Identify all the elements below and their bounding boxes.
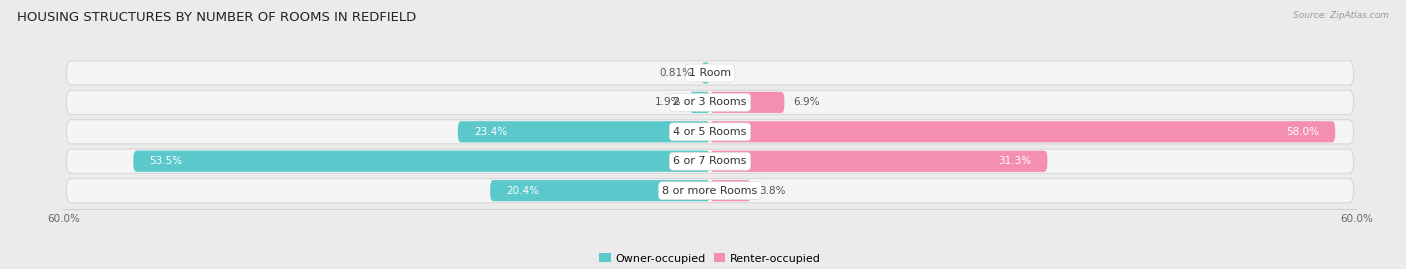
Text: 1 Room: 1 Room	[689, 68, 731, 78]
Text: 6 or 7 Rooms: 6 or 7 Rooms	[673, 156, 747, 166]
Text: 58.0%: 58.0%	[1286, 127, 1319, 137]
Text: HOUSING STRUCTURES BY NUMBER OF ROOMS IN REDFIELD: HOUSING STRUCTURES BY NUMBER OF ROOMS IN…	[17, 11, 416, 24]
Text: 2 or 3 Rooms: 2 or 3 Rooms	[673, 97, 747, 107]
FancyBboxPatch shape	[66, 90, 1354, 114]
Text: 31.3%: 31.3%	[998, 156, 1031, 166]
FancyBboxPatch shape	[710, 180, 751, 201]
FancyBboxPatch shape	[710, 151, 1047, 172]
FancyBboxPatch shape	[702, 62, 710, 84]
FancyBboxPatch shape	[66, 179, 1354, 203]
FancyBboxPatch shape	[458, 121, 710, 142]
FancyBboxPatch shape	[710, 121, 1336, 142]
FancyBboxPatch shape	[134, 151, 710, 172]
FancyBboxPatch shape	[66, 120, 1354, 144]
FancyBboxPatch shape	[689, 92, 710, 113]
Text: 8 or more Rooms: 8 or more Rooms	[662, 186, 758, 196]
Text: 3.8%: 3.8%	[759, 186, 786, 196]
Text: 20.4%: 20.4%	[506, 186, 540, 196]
FancyBboxPatch shape	[710, 92, 785, 113]
Text: 0.81%: 0.81%	[659, 68, 693, 78]
FancyBboxPatch shape	[66, 61, 1354, 85]
Text: 1.9%: 1.9%	[654, 97, 681, 107]
FancyBboxPatch shape	[66, 149, 1354, 173]
Text: 53.5%: 53.5%	[149, 156, 183, 166]
Text: 23.4%: 23.4%	[474, 127, 508, 137]
FancyBboxPatch shape	[491, 180, 710, 201]
Text: Source: ZipAtlas.com: Source: ZipAtlas.com	[1294, 11, 1389, 20]
Text: 4 or 5 Rooms: 4 or 5 Rooms	[673, 127, 747, 137]
Legend: Owner-occupied, Renter-occupied: Owner-occupied, Renter-occupied	[599, 253, 821, 264]
Text: 6.9%: 6.9%	[793, 97, 820, 107]
